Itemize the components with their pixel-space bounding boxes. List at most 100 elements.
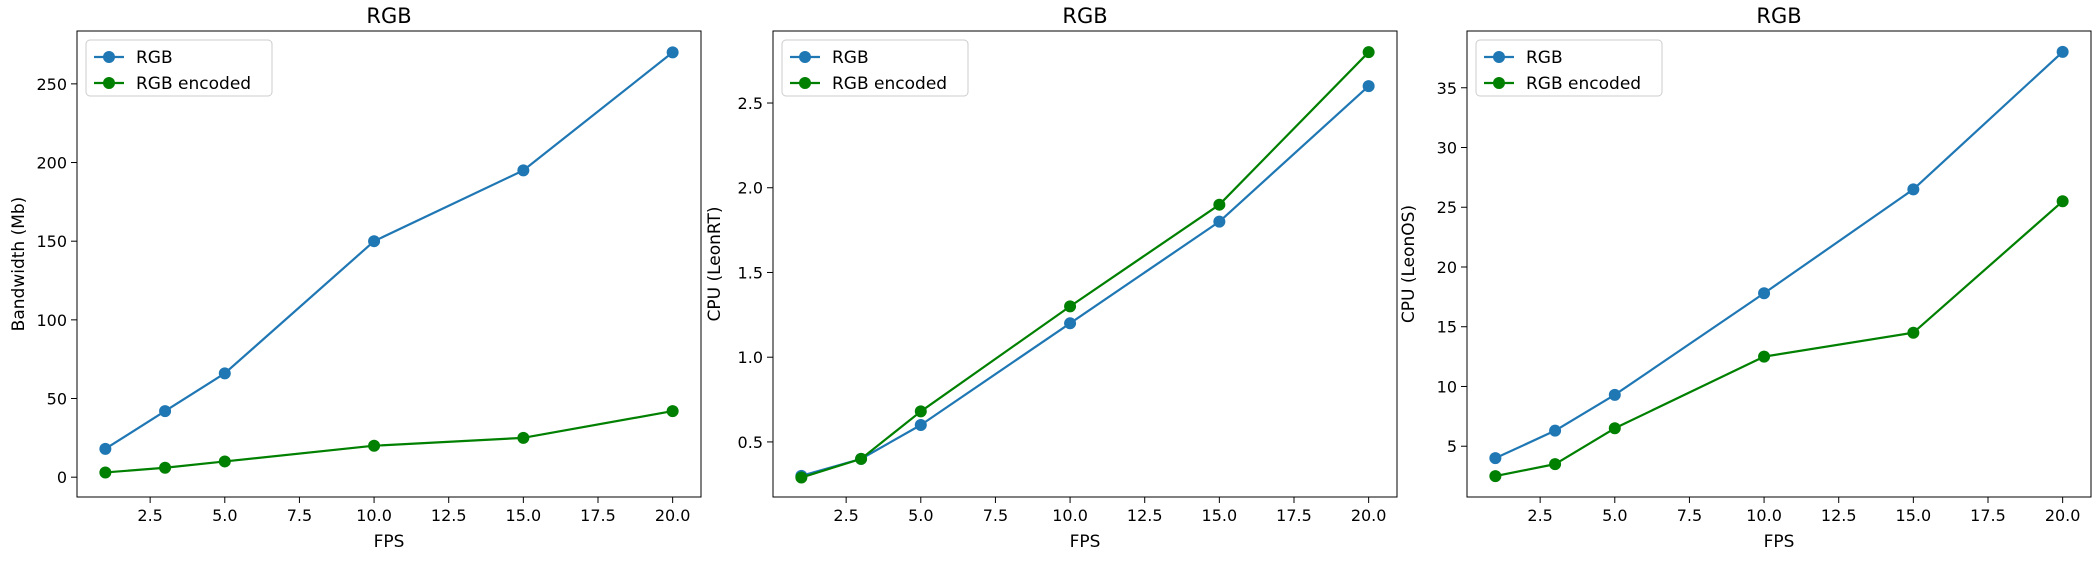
legend: RGB RGB encoded (85, 39, 273, 97)
x-tick-label: 5.0 (212, 506, 237, 525)
series-1 (795, 80, 1375, 482)
x-tick-label: 15.0 (506, 506, 542, 525)
x-tick-label: 5.0 (908, 506, 933, 525)
x-tick-label: 20.0 (655, 506, 691, 525)
x-tick-label: 12.5 (1127, 506, 1163, 525)
x-tick-label: 2.5 (1527, 506, 1552, 525)
legend-entry: RGB encoded (1484, 74, 1641, 94)
legend-marker (103, 51, 115, 63)
x-tick-label: 7.5 (983, 506, 1008, 525)
data-point (159, 461, 172, 474)
y-tick-label: 250 (36, 75, 67, 94)
legend-marker (799, 51, 811, 63)
legend-marker (799, 77, 811, 89)
data-point (1758, 287, 1771, 300)
x-tick-label: 7.5 (287, 506, 312, 525)
legend-marker (103, 77, 115, 89)
data-point (914, 405, 927, 418)
series-line (1495, 200, 2064, 478)
chart-title: RGB (366, 4, 411, 28)
data-point (218, 455, 231, 468)
data-point (2056, 195, 2069, 208)
legend-entry: RGB encoded (94, 74, 251, 94)
legend: RGB RGB encoded (781, 39, 969, 97)
series-2 (795, 46, 1375, 484)
y-tick-label: 5 (1447, 437, 1457, 456)
y-tick-label: 35 (1437, 79, 1457, 98)
data-point (1907, 326, 1920, 339)
x-tick-label: 2.5 (833, 506, 858, 525)
y-tick-label: 15 (1437, 318, 1457, 337)
data-point (1549, 424, 1562, 437)
series-line (1494, 51, 2064, 460)
data-point (1064, 300, 1077, 313)
x-axis-label: FPS (1070, 532, 1101, 552)
y-tick-label: 20 (1437, 258, 1457, 277)
series-1 (1489, 45, 2069, 465)
legend-label: RGB encoded (832, 74, 947, 94)
chart-title: RGB (1756, 4, 1801, 28)
series-1 (99, 46, 679, 455)
x-tick-label: 10.0 (1746, 506, 1782, 525)
data-point (1907, 183, 1920, 196)
data-point (1213, 198, 1226, 211)
x-tick-label: 10.0 (1052, 506, 1088, 525)
data-point (666, 46, 679, 59)
data-point (368, 439, 381, 452)
y-tick-label: 200 (36, 154, 67, 173)
legend-label: RGB (136, 48, 173, 68)
legend-label: RGB (832, 48, 869, 68)
data-point (1549, 458, 1562, 471)
series-2 (99, 405, 679, 479)
axes-frame (772, 30, 1398, 498)
y-tick-label: 100 (36, 311, 67, 330)
data-point (1608, 422, 1621, 435)
chart-title: RGB (1062, 4, 1107, 28)
legend-box (781, 39, 969, 97)
x-tick-label: 20.0 (1351, 506, 1387, 525)
x-axis-label: FPS (374, 532, 405, 552)
x-tick-label: 7.5 (1677, 506, 1702, 525)
x-tick-label: 12.5 (431, 506, 467, 525)
y-tick-label: 0 (57, 468, 67, 487)
y-tick-label: 50 (47, 390, 67, 409)
series-line (104, 51, 674, 450)
axes-frame (76, 30, 702, 498)
legend-entry: RGB encoded (790, 74, 947, 94)
data-point (1362, 80, 1375, 93)
y-tick-label: 1.0 (738, 348, 763, 367)
legend-entry: RGB (94, 48, 173, 68)
data-point (666, 405, 679, 418)
x-tick-label: 15.0 (1896, 506, 1932, 525)
y-tick-label: 2.5 (738, 94, 763, 113)
data-point (855, 452, 868, 465)
series-line (801, 51, 1370, 479)
data-point (517, 164, 530, 177)
legend-entry: RGB (1484, 48, 1563, 68)
x-axis-label: FPS (1764, 532, 1795, 552)
legend-label: RGB (1526, 48, 1563, 68)
series-line (105, 410, 673, 474)
legend-box (1475, 39, 1663, 97)
data-point (1362, 46, 1375, 59)
chart-panel-1: 2.5 5.0 7.5 10.0 12.5 15.0 17.5 20.0 0 50 100 150 20… (9, 4, 702, 552)
data-point (914, 418, 927, 431)
data-point (517, 431, 530, 444)
data-point (159, 405, 172, 418)
y-tick-label: 2.0 (738, 179, 763, 198)
y-tick-label: 150 (36, 232, 67, 251)
y-tick-label: 30 (1437, 139, 1457, 158)
data-point (1758, 350, 1771, 363)
legend-marker (1493, 51, 1505, 63)
chart-panel-2: 2.5 5.0 7.5 10.0 12.5 15.0 17.5 20.0 0.5 1.0 1.5 2.… (705, 4, 1398, 552)
x-tick-label: 12.5 (1821, 506, 1857, 525)
data-point (368, 235, 381, 248)
data-point (1608, 388, 1621, 401)
legend-label: RGB encoded (1526, 74, 1641, 94)
y-axis-label: CPU (LeonOS) (1399, 205, 1419, 323)
data-point (2056, 45, 2069, 58)
x-tick-label: 17.5 (1970, 506, 2006, 525)
data-point (1489, 470, 1502, 483)
series-2 (1489, 195, 2069, 483)
